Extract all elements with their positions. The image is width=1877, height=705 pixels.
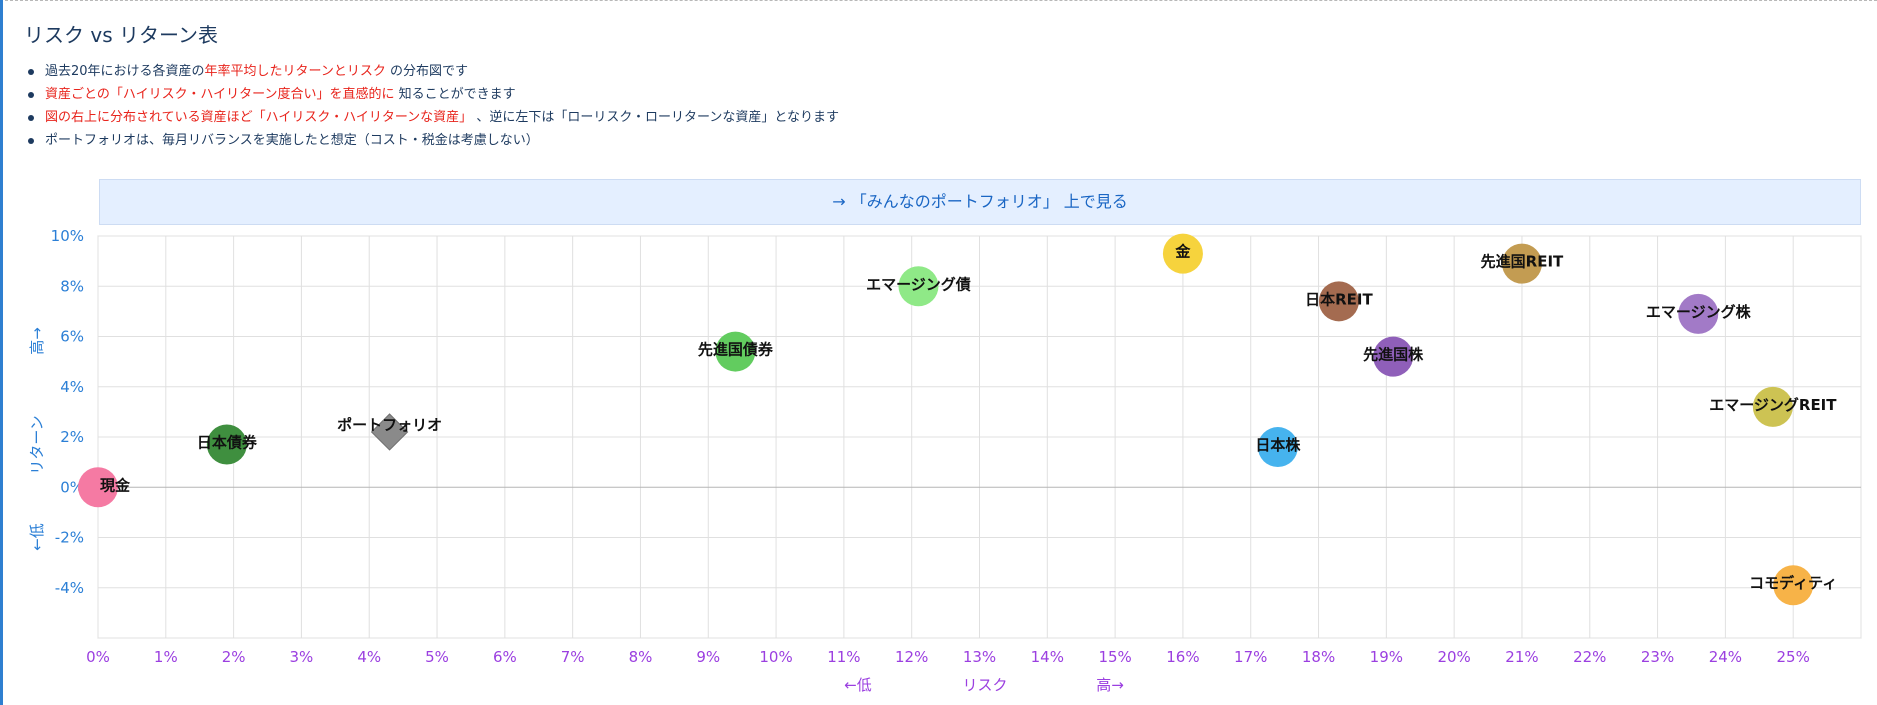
data-point-label: コモディティ (1749, 574, 1837, 592)
data-point-marker (898, 266, 939, 307)
data-point-label: エマージング債 (866, 275, 971, 293)
x-tick-label: 17% (1234, 648, 1267, 666)
x-axis-high-label: 高→ (1096, 676, 1124, 694)
x-tick-label: 23% (1641, 648, 1674, 666)
view-on-portfolio-link[interactable]: → 「みんなのポートフォリオ」 上で見る (99, 179, 1861, 225)
data-point-marker (370, 413, 409, 451)
x-tick-label: 13% (963, 648, 996, 666)
plain-text: 、逆に左下は「ローリスク・ローリターンな資産」となります (472, 110, 840, 125)
data-point-marker (206, 424, 247, 465)
data-point-marker (1501, 243, 1542, 284)
x-tick-label: 21% (1505, 648, 1538, 666)
data-point-label: 先進国REIT (1481, 253, 1564, 271)
x-tick-label: 9% (696, 648, 720, 666)
description-list: 過去20年における各資産の年率平均したリターンとリスク の分布図です 資産ごとの「… (25, 60, 839, 152)
x-tick-label: 16% (1166, 648, 1199, 666)
y-tick-label: 0% (60, 478, 84, 496)
y-tick-label: -4% (55, 579, 84, 597)
data-point-marker (715, 331, 756, 372)
x-tick-label: 0% (86, 648, 110, 666)
x-tick-label: 7% (561, 648, 585, 666)
x-tick-label: 25% (1777, 648, 1810, 666)
data-point-label: 先進国債券 (698, 341, 774, 359)
description-item: ポートフォリオは、毎月リバランスを実施したと想定（コスト・税金は考慮しない） (25, 129, 839, 152)
data-point-marker (1752, 386, 1793, 427)
x-tick-label: 4% (357, 648, 381, 666)
y-tick-label: 4% (60, 378, 84, 396)
y-tick-label: 6% (60, 328, 84, 346)
y-axis-title: リターン (28, 415, 46, 474)
y-tick-label: -2% (55, 529, 84, 547)
data-point-label: 金 (1174, 243, 1191, 261)
highlighted-text: 年率平均したリターンとリスク (204, 64, 386, 79)
x-axis-low-label: ←低 (844, 676, 872, 694)
x-tick-label: 10% (759, 648, 792, 666)
y-axis-high-label: 高→ (28, 327, 46, 355)
y-tick-label: 10% (51, 227, 84, 245)
y-axis-low-label: ←低 (28, 523, 46, 551)
data-point-marker (1318, 281, 1359, 322)
y-tick-label: 8% (60, 277, 84, 295)
plain-text: ポートフォリオは、毎月リバランスを実施したと想定（コスト・税金は考慮しない） (45, 133, 539, 148)
x-tick-label: 1% (154, 648, 178, 666)
x-tick-label: 11% (827, 648, 860, 666)
x-tick-label: 6% (493, 648, 517, 666)
plain-text: の分布図です (385, 64, 469, 79)
x-tick-label: 2% (222, 648, 246, 666)
data-point-label: エマージングREIT (1709, 396, 1837, 414)
x-tick-label: 22% (1573, 648, 1606, 666)
data-point-marker (1257, 427, 1298, 468)
x-axis-title: リスク (962, 676, 1007, 694)
highlighted-text: 資産ごとの「ハイリスク・ハイリターン度合い」を直感的に (45, 87, 395, 102)
description-item: 過去20年における各資産の年率平均したリターンとリスク の分布図です (25, 60, 839, 83)
x-tick-label: 18% (1302, 648, 1335, 666)
plain-text: 過去20年における各資産の (45, 64, 205, 79)
data-point-label: 日本債券 (197, 434, 258, 452)
plain-text: 知ることができます (394, 87, 516, 102)
left-accent-rule (0, 0, 3, 705)
data-point-marker (1773, 565, 1814, 606)
data-point-label: 日本株 (1255, 436, 1301, 454)
x-tick-label: 15% (1098, 648, 1131, 666)
description-item: 図の右上に分布されている資産ほど「ハイリスク・ハイリターンな資産」 、逆に左下は… (25, 106, 839, 129)
x-tick-label: 20% (1437, 648, 1470, 666)
data-point-label: エマージング株 (1646, 303, 1752, 321)
data-point-marker (78, 467, 118, 508)
y-tick-label: 2% (60, 428, 84, 446)
top-dashed-border (0, 0, 1877, 1)
data-point-marker (1162, 233, 1203, 274)
x-tick-label: 14% (1031, 648, 1064, 666)
x-tick-label: 12% (895, 648, 928, 666)
data-point-label: 現金 (100, 476, 131, 494)
data-point-label: 日本REIT (1305, 290, 1373, 308)
x-tick-label: 5% (425, 648, 449, 666)
highlighted-text: 図の右上に分布されている資産ほど「ハイリスク・ハイリターンな資産」 (45, 110, 473, 125)
page-title: リスク vs リターン表 (24, 23, 218, 47)
x-tick-label: 8% (629, 648, 653, 666)
data-point-marker (1373, 336, 1414, 377)
data-point-label: ポートフォリオ (337, 416, 442, 434)
data-point-label: 先進国株 (1363, 346, 1424, 364)
description-item: 資産ごとの「ハイリスク・ハイリターン度合い」を直感的に 知ることができます (25, 83, 839, 106)
x-tick-label: 3% (290, 648, 314, 666)
x-tick-label: 24% (1709, 648, 1742, 666)
data-point-marker (1678, 293, 1719, 334)
x-tick-label: 19% (1370, 648, 1403, 666)
